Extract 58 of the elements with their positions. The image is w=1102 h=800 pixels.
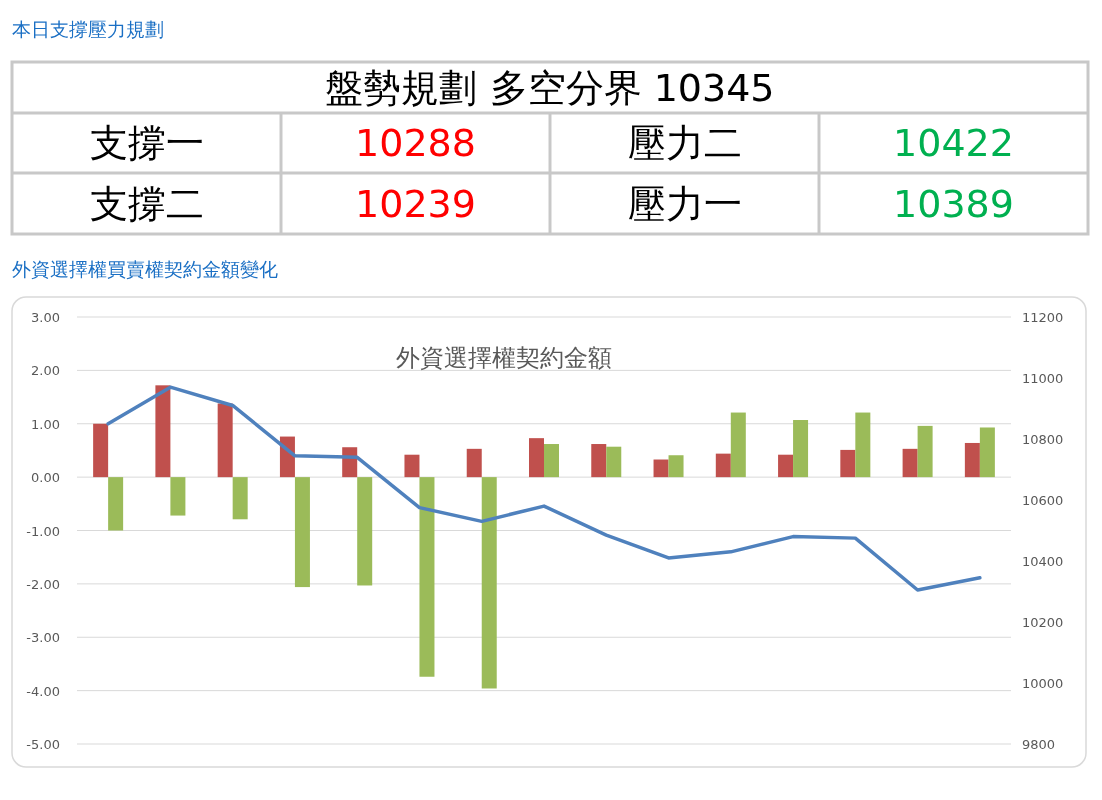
bar bbox=[108, 477, 124, 531]
bar bbox=[979, 427, 995, 478]
bar bbox=[902, 448, 918, 478]
bar bbox=[668, 455, 684, 478]
text: 外資選擇權契約金額 bbox=[396, 344, 612, 372]
bar bbox=[653, 459, 669, 478]
text: 本日支撐壓力規劃 bbox=[12, 18, 164, 40]
y2-tick-label: 10800 bbox=[1022, 432, 1064, 447]
bar bbox=[466, 448, 482, 478]
y-tick-label: 0.00 bbox=[31, 470, 60, 486]
y-tick-label: -4.00 bbox=[26, 683, 60, 699]
text: 10422 bbox=[893, 121, 1014, 165]
bar bbox=[793, 420, 809, 478]
y-tick-label: -3.00 bbox=[26, 630, 60, 646]
y2-tick-label: 10000 bbox=[1022, 676, 1064, 691]
text: 壓力一 bbox=[627, 181, 742, 226]
y2-tick-label: 10200 bbox=[1022, 615, 1064, 630]
text: 盤勢規劃 多空分界 10345 bbox=[325, 65, 775, 110]
text: 10389 bbox=[893, 181, 1014, 226]
text: 壓力二 bbox=[627, 121, 742, 165]
line-series bbox=[106, 385, 982, 592]
y2-tick-label: 10600 bbox=[1022, 493, 1064, 508]
bar bbox=[93, 423, 109, 478]
y-tick-label: -5.00 bbox=[26, 737, 60, 752]
y-tick-label: 3.00 bbox=[31, 310, 60, 325]
text: 支撐一 bbox=[89, 121, 204, 165]
bar bbox=[419, 477, 435, 677]
bar bbox=[855, 412, 871, 478]
bar bbox=[481, 477, 497, 689]
bar bbox=[232, 477, 248, 520]
bar bbox=[917, 425, 933, 478]
y-tick-label: -1.00 bbox=[26, 523, 60, 539]
bar bbox=[606, 446, 622, 478]
bar bbox=[170, 477, 186, 516]
text: 10288 bbox=[355, 121, 476, 165]
y2-tick-label: 10400 bbox=[1022, 554, 1064, 569]
y-tick-label: 2.00 bbox=[31, 363, 60, 379]
y2-tick-label: 11000 bbox=[1022, 371, 1064, 386]
bar bbox=[964, 442, 980, 478]
bar bbox=[730, 412, 746, 478]
bar bbox=[544, 444, 559, 478]
text: 10239 bbox=[355, 181, 476, 226]
bar bbox=[529, 438, 544, 478]
y2-tick-label: 9800 bbox=[1022, 737, 1056, 752]
y2-tick-label: 11200 bbox=[1022, 310, 1064, 325]
chart-title: 外資選擇權買賣權契約金額變化 bbox=[12, 258, 278, 280]
text: 支撐二 bbox=[89, 181, 204, 226]
y-tick-label: 1.00 bbox=[31, 416, 60, 432]
bar bbox=[217, 403, 233, 478]
bar bbox=[840, 449, 856, 478]
bar bbox=[591, 444, 607, 478]
bar bbox=[778, 454, 794, 478]
bar bbox=[357, 477, 373, 586]
bar bbox=[155, 385, 171, 478]
y-tick-label: -2.00 bbox=[26, 576, 60, 592]
bar bbox=[294, 477, 310, 588]
bar bbox=[715, 453, 731, 478]
bar bbox=[404, 454, 420, 478]
